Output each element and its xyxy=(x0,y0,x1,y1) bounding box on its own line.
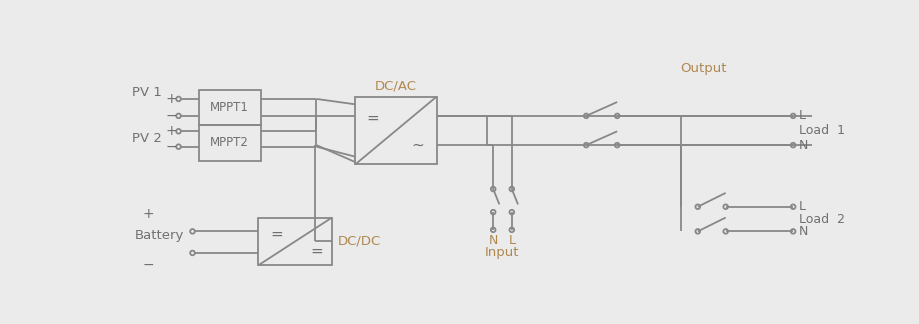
Text: +: + xyxy=(165,92,177,106)
Text: −: − xyxy=(165,109,177,123)
Text: Output: Output xyxy=(680,62,726,75)
Text: PV 1: PV 1 xyxy=(132,86,162,99)
Text: +: + xyxy=(142,207,153,221)
Text: N: N xyxy=(488,234,497,247)
Text: Battery: Battery xyxy=(134,229,184,242)
Text: +: + xyxy=(165,124,177,138)
Text: DC/DC: DC/DC xyxy=(338,235,381,248)
Text: =: = xyxy=(310,244,323,259)
Text: DC/AC: DC/AC xyxy=(375,79,416,92)
Bar xyxy=(258,217,332,265)
Text: ~: ~ xyxy=(411,138,424,153)
Bar xyxy=(199,125,260,160)
Text: N: N xyxy=(798,225,807,238)
Text: MPPT1: MPPT1 xyxy=(210,101,249,114)
Bar xyxy=(355,97,437,164)
Text: L: L xyxy=(508,234,515,247)
Text: PV 2: PV 2 xyxy=(132,133,162,145)
Bar xyxy=(199,90,260,125)
Text: −: − xyxy=(165,140,177,154)
Text: −: − xyxy=(142,258,153,272)
Text: Load  1: Load 1 xyxy=(798,124,844,137)
Text: L: L xyxy=(798,110,805,122)
Text: N: N xyxy=(798,139,807,152)
Text: =: = xyxy=(270,227,283,242)
Text: Load  2: Load 2 xyxy=(798,213,844,226)
Text: MPPT2: MPPT2 xyxy=(210,136,249,149)
Text: L: L xyxy=(798,200,805,213)
Text: Input: Input xyxy=(484,247,519,260)
Text: =: = xyxy=(366,111,379,126)
